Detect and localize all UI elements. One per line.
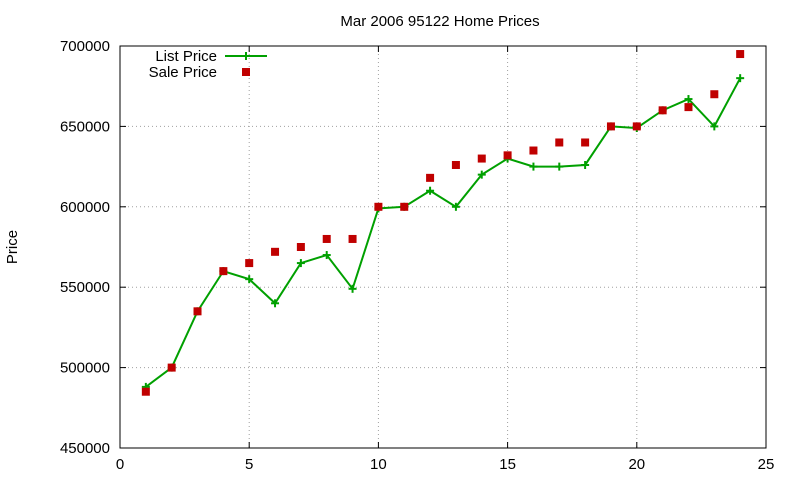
sale-price-point xyxy=(477,154,486,163)
list-price-point xyxy=(477,170,486,179)
sale-price-point xyxy=(374,202,383,211)
x-tick-label: 0 xyxy=(116,456,124,473)
list-price-point xyxy=(426,186,435,195)
sale-price-point xyxy=(581,138,590,147)
x-tick-label: 15 xyxy=(499,456,516,473)
sale-price-point xyxy=(451,160,460,169)
legend-label-sale-price: Sale Price xyxy=(149,64,217,81)
sale-price-point xyxy=(606,122,615,131)
sale-price-point xyxy=(555,138,564,147)
legend-label-list-price: List Price xyxy=(155,48,217,65)
ticks: 0 5 10 15 20 25 450000 500000 550000 600000 650000… xyxy=(60,38,774,473)
y-tick-label: 700000 xyxy=(60,38,110,55)
y-tick-label: 450000 xyxy=(60,440,110,457)
list-price-point xyxy=(451,202,460,211)
x-tick-label: 10 xyxy=(370,456,387,473)
legend-marker-sale-price xyxy=(242,68,250,76)
sale-price-point xyxy=(348,234,357,243)
sale-price-point xyxy=(296,243,305,251)
grid xyxy=(120,46,766,448)
sale-price-point xyxy=(658,106,667,115)
sale-price-point xyxy=(503,151,512,160)
sale-price-point xyxy=(219,267,228,276)
list-price-point xyxy=(710,122,719,131)
sale-price-point xyxy=(322,234,331,243)
chart-title: Mar 2006 95122 Home Prices xyxy=(340,13,539,30)
sale-price-point xyxy=(271,247,280,256)
list-price-line xyxy=(145,77,742,388)
sale-price-point xyxy=(141,387,150,396)
y-tick-label: 650000 xyxy=(60,118,110,135)
series-layer xyxy=(141,50,745,396)
sale-price-point xyxy=(400,202,409,211)
sale-price-point xyxy=(245,259,254,268)
list-price-point xyxy=(245,275,254,284)
list-price-point xyxy=(581,160,590,169)
list-price-point xyxy=(348,284,357,293)
legend-marker-list-price xyxy=(242,52,250,60)
y-tick-label: 550000 xyxy=(60,279,110,296)
sale-price-point xyxy=(736,50,745,59)
sale-price-point xyxy=(426,173,435,182)
sale-price-point xyxy=(710,90,719,99)
list-price-point xyxy=(529,162,538,171)
legend-square xyxy=(242,68,250,76)
y-tick-label: 500000 xyxy=(60,360,110,377)
y-tick-label: 600000 xyxy=(60,199,110,216)
y-axis-label: Price xyxy=(4,230,21,264)
sale-price-point xyxy=(193,307,202,316)
list-price-point xyxy=(296,259,305,268)
x-tick-label: 5 xyxy=(245,456,253,473)
list-price-point xyxy=(555,162,564,171)
list-price-point xyxy=(322,251,331,260)
sale-price-point xyxy=(632,122,641,131)
list-price-point xyxy=(271,299,280,308)
x-tick-label: 20 xyxy=(628,456,645,473)
sale-price-point xyxy=(684,103,693,112)
x-tick-label: 25 xyxy=(758,456,775,473)
sale-price-point xyxy=(167,363,176,372)
legend: List Price Sale Price xyxy=(149,48,267,81)
sale-price-point xyxy=(529,146,538,155)
list-price-point xyxy=(684,95,693,104)
legend-plus xyxy=(242,52,250,60)
plot-frame xyxy=(119,45,767,449)
list-price-point xyxy=(736,74,745,83)
